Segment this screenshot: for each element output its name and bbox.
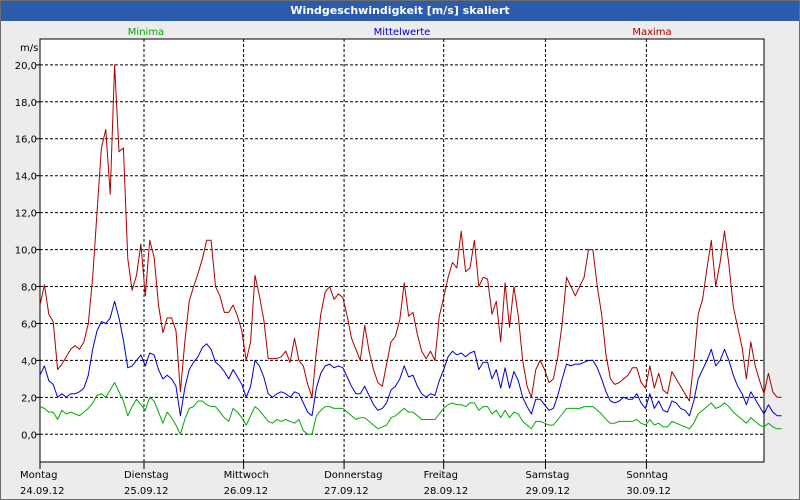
x-tick-date-label: 24.09.12	[20, 486, 65, 497]
x-tick-day-label: Dienstag	[124, 470, 169, 481]
y-tick-label: 2,0	[21, 393, 37, 404]
legend-entry-minima: Minima	[128, 27, 164, 38]
x-tick-day-label: Sonntag	[626, 470, 668, 481]
y-tick-label: 4,0	[21, 356, 37, 367]
legend-entry-maxima: Maxima	[632, 27, 671, 38]
y-tick-label: 10,0	[15, 246, 37, 257]
y-tick-label: 14,0	[15, 172, 37, 183]
series-lines	[39, 64, 782, 435]
y-tick-label: 18,0	[15, 98, 37, 109]
x-tick-date-label: 26.09.12	[224, 486, 269, 497]
x-tick-date-label: 29.09.12	[525, 486, 570, 497]
x-tick-day-label: Donnerstag	[324, 470, 382, 481]
x-tick-day-label: Mittwoch	[224, 470, 269, 481]
chart-title: Windgeschwindigkeit [m/s] skaliert	[1, 1, 799, 21]
y-tick-label: 8,0	[21, 283, 37, 294]
x-axis: Montag 24.09.12 Dienstag 25.09.12 Mittwoch 26…	[20, 462, 671, 497]
y-tick-label: 12,0	[15, 209, 37, 220]
x-tick-date-label: 28.09.12	[424, 486, 469, 497]
x-tick-date-label: 25.09.12	[124, 486, 169, 497]
y-axis-label: m/s	[20, 43, 38, 54]
y-tick-label: 0,0	[21, 430, 37, 441]
y-tick-label: 16,0	[15, 135, 37, 146]
x-tick-day-label: Freitag	[424, 470, 458, 481]
series-line-mittelwerte	[39, 300, 782, 417]
legend-entry-mittelwerte: Mittelwerte	[374, 27, 431, 38]
grid-lines	[40, 39, 764, 462]
x-tick-day-label: Montag	[20, 470, 57, 481]
series-line-maxima	[39, 64, 782, 402]
plot-area	[39, 38, 765, 463]
series-line-minima	[39, 382, 782, 435]
x-tick-day-label: Samstag	[525, 470, 569, 481]
legend: Minima Mittelwerte Maxima	[128, 27, 672, 38]
y-tick-label: 20,0	[15, 61, 37, 72]
y-tick-label: 6,0	[21, 319, 37, 330]
x-tick-date-label: 27.09.12	[324, 486, 369, 497]
x-tick-date-label: 30.09.12	[626, 486, 671, 497]
y-axis: 0,0 2,0 4,0 6,0 8,0 10,0 12,0 14,0 16,0 18,0 20,0 m…	[15, 43, 40, 441]
